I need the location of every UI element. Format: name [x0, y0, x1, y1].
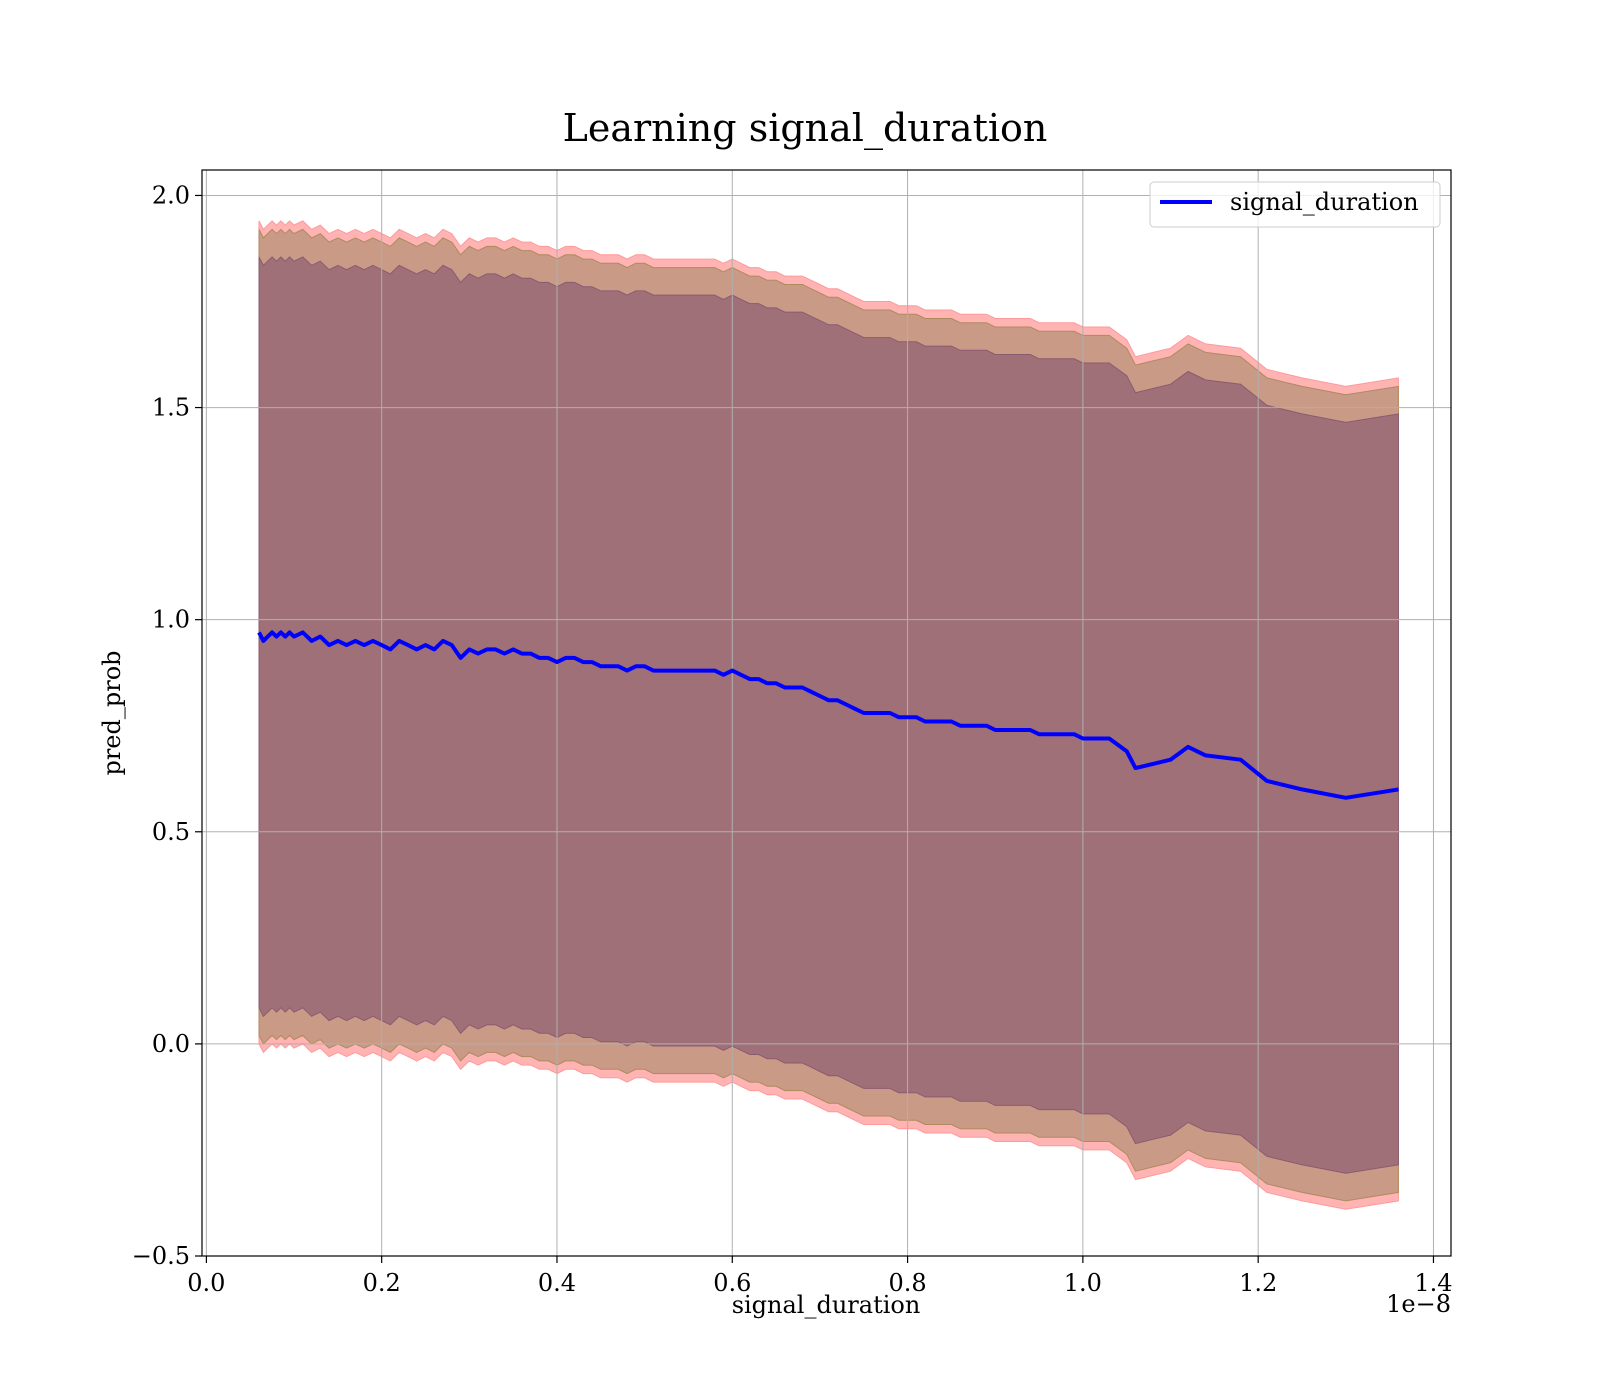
x-tick-label: 0.8 [888, 1269, 926, 1297]
x-tick-label: 1.0 [1064, 1269, 1102, 1297]
y-tick-label: 1.5 [152, 394, 190, 422]
series-line-signal-duration [257, 630, 1399, 800]
y-tick-label: 2.0 [152, 181, 190, 209]
legend-box [1149, 181, 1441, 228]
series-lines [257, 630, 1399, 800]
band-inner [258, 256, 1399, 1174]
x-tick-label: 0.0 [187, 1269, 225, 1297]
chart-title: Learning signal_duration [563, 106, 1048, 151]
y-tick-label: 0.0 [152, 1030, 190, 1058]
y-axis-ticks: −0.5 0.0 0.5 1.0 1.5 2.0 [132, 181, 202, 1270]
x-axis-label: signal_duration [732, 1291, 921, 1319]
plot-frame [201, 169, 1452, 1257]
x-tick-label: 0.4 [538, 1269, 576, 1297]
legend: signal_duration [1149, 181, 1441, 228]
x-tick-label: 0.6 [713, 1269, 751, 1297]
x-axis-ticks: 0.0 0.2 0.4 0.6 0.8 1.0 1.2 1.4 [187, 1256, 1453, 1297]
legend-entry-label: signal_duration [1230, 188, 1419, 216]
y-tick-label: −0.5 [132, 1242, 190, 1270]
y-tick-label: 1.0 [152, 606, 190, 634]
x-tick-label: 0.2 [363, 1269, 401, 1297]
x-tick-label: 1.2 [1239, 1269, 1277, 1297]
x-tick-label: 1.4 [1414, 1269, 1452, 1297]
y-tick-label: 0.5 [152, 818, 190, 846]
plot-area [201, 169, 1452, 1257]
y-axis-label: pred_prob [98, 650, 126, 775]
x-axis-offset-label: 1e−8 [1386, 1290, 1451, 1318]
confidence-bands [258, 220, 1399, 1210]
